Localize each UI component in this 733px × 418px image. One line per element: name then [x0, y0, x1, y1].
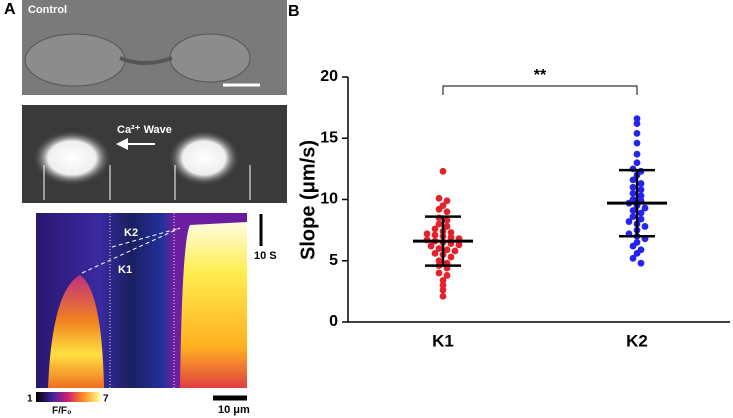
- time-scale: 10 S: [254, 250, 277, 262]
- dot: [439, 167, 447, 175]
- dot: [435, 257, 443, 265]
- colorbar: [36, 392, 100, 402]
- significance-label: **: [534, 67, 547, 84]
- dot: [637, 209, 645, 217]
- neurite: [119, 56, 173, 65]
- position-arrows: [43, 165, 251, 200]
- dot: [439, 276, 447, 284]
- cell: [168, 130, 240, 186]
- dot: [455, 241, 463, 249]
- dot: [633, 238, 641, 246]
- k2-label: K2: [124, 227, 138, 239]
- dot: [629, 213, 637, 221]
- dot: [439, 202, 447, 210]
- dot: [431, 225, 439, 233]
- dot: [435, 220, 443, 228]
- y-tick-label: 5: [329, 252, 338, 269]
- dot: [629, 207, 637, 214]
- y-tick-label: 20: [320, 68, 338, 85]
- dot: [447, 229, 455, 236]
- k2-line: [111, 227, 181, 248]
- dot: [439, 292, 447, 300]
- dot: [443, 216, 451, 224]
- dot: [637, 192, 645, 200]
- dot: [637, 186, 645, 194]
- dot: [447, 253, 455, 261]
- dot: [633, 129, 641, 137]
- dot: [435, 194, 443, 202]
- dot: [637, 215, 645, 223]
- dot: [443, 208, 451, 216]
- dot: [637, 180, 645, 187]
- significance-bracket: [442, 85, 638, 95]
- dot: [629, 254, 637, 262]
- dot: [423, 230, 431, 238]
- dot: [427, 242, 435, 250]
- dot: [629, 183, 637, 191]
- x-tick-label: K2: [626, 331, 648, 350]
- k1-label: K1: [118, 264, 132, 276]
- panel-label: B: [288, 3, 300, 20]
- dot: [431, 231, 439, 239]
- dot: [439, 281, 447, 289]
- dot: [633, 139, 641, 147]
- cell: [169, 33, 251, 83]
- dot: [451, 247, 459, 255]
- control-label: Control: [28, 4, 67, 16]
- dot: [641, 223, 649, 230]
- dot: [637, 259, 645, 267]
- cbar-max: 7: [103, 394, 109, 405]
- dot: [633, 120, 641, 127]
- dot: [443, 197, 451, 205]
- y-tick-label: 15: [320, 129, 338, 146]
- dot: [439, 286, 447, 294]
- cell: [32, 130, 112, 186]
- dot: [629, 189, 637, 197]
- dot: [633, 115, 641, 123]
- x-tick-label: K1: [432, 331, 454, 350]
- dot: [443, 246, 451, 254]
- dot: [637, 246, 645, 254]
- y-axis-label: Slope (μm/s): [297, 140, 319, 260]
- cbar-min: 1: [27, 394, 33, 405]
- k1-line: [81, 227, 181, 274]
- dot: [447, 234, 455, 241]
- kymo-signal: [48, 275, 104, 388]
- length-scale: 10 μm: [218, 404, 250, 416]
- dot: [443, 223, 451, 230]
- dot: [629, 196, 637, 203]
- kymo-signal: [180, 222, 247, 388]
- dot: [641, 204, 649, 212]
- cbar-label: F/F₀: [52, 406, 72, 417]
- cell: [24, 33, 126, 87]
- dot: [435, 245, 443, 252]
- dot: [625, 218, 633, 225]
- dot: [633, 159, 641, 167]
- dot: [435, 269, 443, 277]
- wave-label: Ca²⁺ Wave: [117, 124, 172, 136]
- dot: [629, 176, 637, 184]
- panel-label: A: [4, 1, 16, 18]
- dot: [431, 250, 439, 257]
- dot: [443, 272, 451, 279]
- y-tick-label: 10: [320, 191, 338, 208]
- y-tick-label: 0: [329, 313, 338, 330]
- dot: [633, 150, 641, 158]
